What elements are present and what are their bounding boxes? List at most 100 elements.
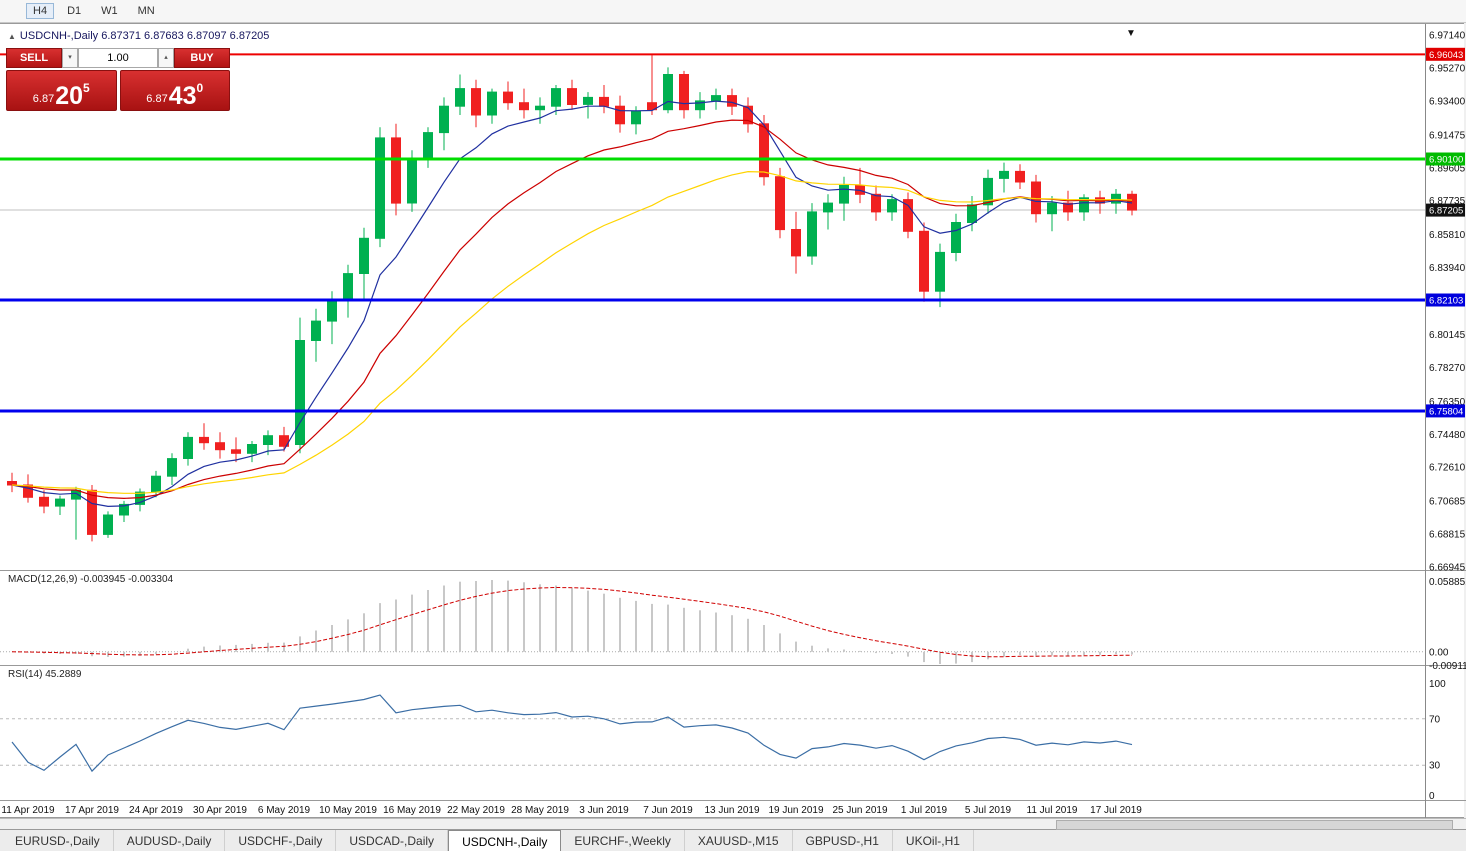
- sell-price-sup: 5: [83, 81, 90, 95]
- sell-price-prefix: 6.87: [32, 93, 55, 105]
- candle-body: [503, 91, 513, 104]
- candle-body: [583, 96, 593, 105]
- candle-body: [215, 442, 225, 451]
- x-axis-date-label: 7 Jun 2019: [643, 805, 693, 816]
- candle: [215, 432, 225, 459]
- candle: [87, 485, 97, 542]
- x-axis-date-label: 25 Jun 2019: [832, 805, 887, 816]
- candle: [583, 92, 593, 119]
- chart-tab-bar: EURUSD-,Daily AUDUSD-,Daily USDCHF-,Daily U…: [0, 829, 1466, 851]
- candle: [615, 95, 625, 133]
- candle-body: [903, 199, 913, 232]
- candle-body: [823, 202, 833, 213]
- candle: [199, 423, 209, 450]
- candle-body: [663, 74, 673, 111]
- candle-body: [87, 489, 97, 535]
- price-chart-canvas[interactable]: ▼ 6.97140 6.95270 6.93400 6.91475 6.89605 6.87…: [0, 24, 1466, 819]
- rsi-axis-label: 70: [1429, 714, 1441, 725]
- candle: [1111, 189, 1121, 214]
- chart-tab-audusd-daily[interactable]: AUDUSD-,Daily: [114, 830, 226, 851]
- candle: [439, 97, 449, 151]
- candle: [135, 488, 145, 512]
- ma-mid-line: [11, 119, 1133, 500]
- candle: [1079, 194, 1089, 221]
- y-axis-tick: 6.74480: [1429, 430, 1466, 441]
- sell-button[interactable]: SELL: [6, 48, 62, 68]
- x-axis-date-label: 10 May 2019: [319, 805, 377, 816]
- chart-title-text: USDCNH-,Daily 6.87371 6.87683 6.87097 6.…: [19, 30, 270, 42]
- candle: [343, 264, 353, 318]
- chart-tab-xauusd-m15[interactable]: XAUUSD-,M15: [685, 830, 793, 851]
- candle: [823, 194, 833, 230]
- y-axis-tick: 6.66945: [1429, 563, 1466, 574]
- timeframe-w1-button[interactable]: W1: [94, 3, 125, 19]
- candle-body: [407, 158, 417, 204]
- candle-body: [359, 237, 369, 275]
- candle-body: [999, 170, 1009, 179]
- chart-tab-eurusd-daily[interactable]: EURUSD-,Daily: [2, 830, 114, 851]
- candle-body: [103, 514, 113, 535]
- timeframe-mn-button[interactable]: MN: [131, 3, 162, 19]
- price-tag-text: 6.96043: [1429, 50, 1463, 61]
- candle-body: [39, 496, 49, 507]
- x-axis-date-label: 11 Apr 2019: [1, 805, 55, 816]
- collapse-icon[interactable]: ▲: [8, 32, 16, 41]
- candle-body: [567, 88, 577, 105]
- candle-body: [295, 340, 305, 445]
- chart-tab-ukoil-h1[interactable]: UKOil-,H1: [893, 830, 974, 851]
- candle-body: [471, 88, 481, 116]
- candle-body: [951, 222, 961, 253]
- rsi-axis-label: 30: [1429, 761, 1441, 772]
- candle-body: [455, 88, 465, 107]
- candle: [151, 470, 161, 498]
- candle-body: [7, 481, 17, 486]
- candle: [743, 97, 753, 133]
- price-tag-6.82103: [1426, 293, 1465, 307]
- candle-body: [231, 449, 241, 454]
- buy-price-prefix: 6.87: [146, 93, 168, 105]
- lot-increase-button[interactable]: ▴: [158, 48, 174, 68]
- buy-price-button[interactable]: 6.87 43 0: [119, 70, 230, 111]
- candle: [999, 162, 1009, 193]
- lot-decrease-button[interactable]: ▾: [62, 48, 78, 68]
- chart-tab-gbpusd-h1[interactable]: GBPUSD-,H1: [793, 830, 893, 851]
- candle: [1063, 190, 1073, 221]
- chart-scrollbar[interactable]: [0, 818, 1466, 830]
- buy-button[interactable]: BUY: [174, 48, 230, 68]
- candle: [119, 500, 129, 522]
- sell-price-button[interactable]: 6.87 20 5: [6, 70, 117, 111]
- chart-area[interactable]: ▼ 6.97140 6.95270 6.93400 6.91475 6.89605 6.87…: [0, 23, 1466, 819]
- candle: [887, 194, 897, 221]
- chart-tab-usdcnh-daily[interactable]: USDCNH-,Daily: [448, 830, 562, 851]
- candle-body: [391, 137, 401, 204]
- timeframe-d1-button[interactable]: D1: [60, 3, 88, 19]
- candle-body: [151, 475, 161, 493]
- macd-indicator-label: MACD(12,26,9) -0.003945 -0.003304: [8, 574, 174, 585]
- chart-tab-eurchf-weekly[interactable]: EURCHF-,Weekly: [561, 830, 685, 851]
- candle-body: [1111, 193, 1121, 204]
- x-axis-date-label: 6 May 2019: [258, 805, 311, 816]
- macd-axis-label: 0.058851: [1429, 577, 1466, 588]
- candle: [279, 426, 289, 452]
- y-axis-tick: 6.76350: [1429, 397, 1466, 408]
- y-axis-tick: 6.87735: [1429, 196, 1466, 207]
- candle: [167, 453, 177, 485]
- x-axis-date-label: 5 Jul 2019: [965, 805, 1012, 816]
- timeframe-h4-button[interactable]: H4: [26, 3, 55, 19]
- chart-tab-usdchf-daily[interactable]: USDCHF-,Daily: [225, 830, 337, 851]
- scrollbar-thumb[interactable]: [1055, 820, 1454, 830]
- y-axis-tick: 6.95270: [1429, 63, 1466, 74]
- candle: [471, 79, 481, 128]
- x-axis-date-label: 13 Jun 2019: [704, 805, 759, 816]
- lot-size-input[interactable]: [78, 48, 158, 68]
- candle: [487, 88, 497, 124]
- candle-body: [119, 503, 129, 516]
- rsi-line: [11, 694, 1133, 773]
- x-axis-date-label: 19 Jun 2019: [768, 805, 823, 816]
- chart-tab-usdcad-daily[interactable]: USDCAD-,Daily: [336, 830, 449, 851]
- price-tag-6.90100: [1426, 152, 1465, 166]
- timeframe-toolbar: H4 D1 W1 MN: [0, 0, 1466, 23]
- candle: [503, 81, 513, 110]
- candle-body: [887, 199, 897, 213]
